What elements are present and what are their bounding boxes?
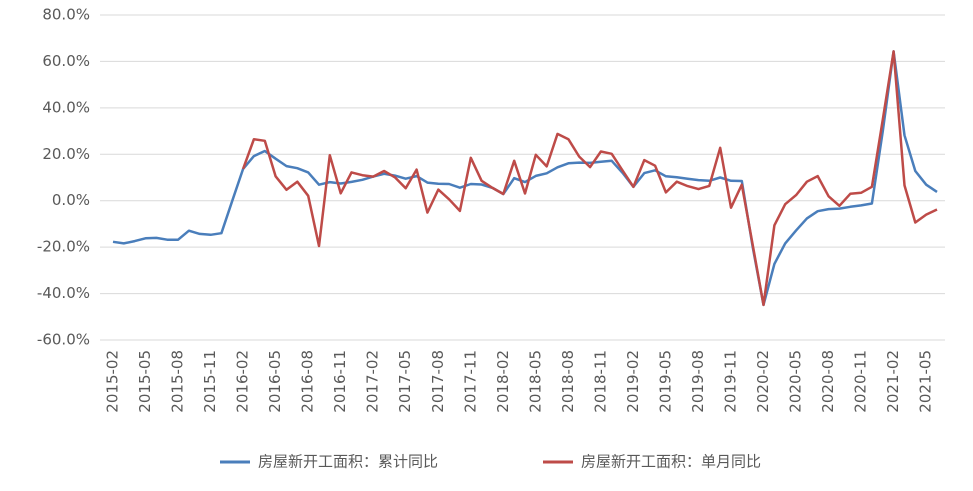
- series-line: [112, 50, 938, 307]
- y-tick-label: -40.0%: [37, 284, 90, 302]
- x-tick-label: 2021-05: [917, 350, 935, 413]
- x-tick-label: 2021-02: [884, 350, 902, 413]
- x-tick-label: 2015-05: [136, 350, 154, 413]
- x-tick-label: 2015-08: [169, 350, 187, 413]
- y-tick-label: -20.0%: [37, 238, 90, 256]
- y-tick-label: 0.0%: [52, 191, 90, 209]
- legend-label: 房屋新开工面积：累计同比: [258, 453, 438, 471]
- x-tick-label: 2016-02: [234, 350, 252, 413]
- x-tick-label: 2015-11: [201, 350, 219, 413]
- x-tick-label: 2017-05: [396, 350, 414, 413]
- legend-label: 房屋新开工面积：单月同比: [581, 453, 761, 471]
- x-tick-label: 2019-08: [689, 350, 707, 413]
- y-tick-label: 20.0%: [42, 145, 90, 163]
- x-tick-label: 2020-02: [754, 350, 772, 413]
- y-tick-label: -60.0%: [37, 331, 90, 349]
- x-tick-label: 2018-05: [526, 350, 544, 413]
- y-tick-label: 40.0%: [42, 98, 90, 116]
- x-tick-label: 2016-08: [299, 350, 317, 413]
- x-tick-label: 2017-08: [429, 350, 447, 413]
- y-tick-label: 80.0%: [42, 6, 90, 24]
- x-tick-label: 2017-11: [461, 350, 479, 413]
- x-tick-label: 2016-05: [266, 350, 284, 413]
- x-tick-label: 2017-02: [364, 350, 382, 413]
- x-tick-label: 2019-05: [656, 350, 674, 413]
- x-tick-label: 2020-08: [819, 350, 837, 413]
- x-tick-label: 2020-11: [852, 350, 870, 413]
- x-tick-label: 2015-02: [104, 350, 122, 413]
- x-tick-label: 2018-11: [591, 350, 609, 413]
- x-tick-label: 2018-08: [559, 350, 577, 413]
- x-tick-label: 2018-02: [494, 350, 512, 413]
- x-tick-label: 2019-11: [722, 350, 740, 413]
- x-tick-label: 2016-11: [331, 350, 349, 413]
- x-tick-label: 2019-02: [624, 350, 642, 413]
- x-tick-label: 2020-05: [787, 350, 805, 413]
- series-line: [241, 50, 938, 307]
- y-tick-label: 60.0%: [42, 52, 90, 70]
